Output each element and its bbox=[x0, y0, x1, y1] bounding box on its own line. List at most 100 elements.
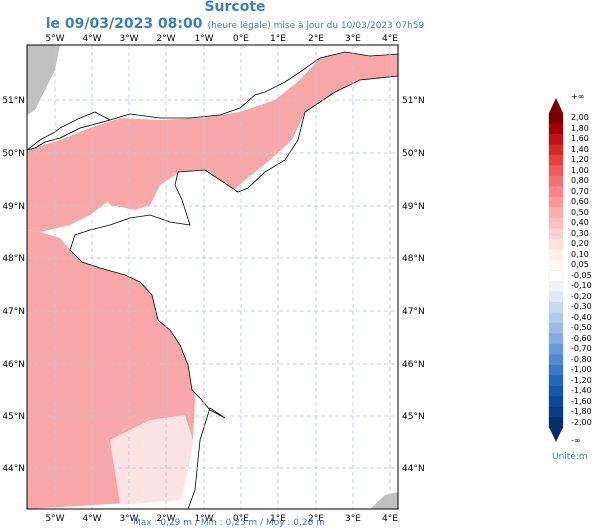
legend-value-label: -0,40 bbox=[571, 312, 592, 322]
legend-value-label: 0,80 bbox=[571, 176, 589, 185]
lat-label-right: 50°N bbox=[402, 149, 425, 159]
lat-label-right: 46°N bbox=[402, 360, 425, 370]
legend-value-label: 0,10 bbox=[571, 249, 589, 259]
legend-value-label: 0,20 bbox=[571, 239, 589, 248]
legend-value-label: -1,20 bbox=[571, 375, 592, 385]
legend-swatch bbox=[548, 270, 564, 282]
lon-label-bottom: 3°W bbox=[119, 514, 138, 524]
lon-label-top: 1°W bbox=[194, 34, 213, 44]
legend-value-label: 0,70 bbox=[571, 186, 589, 196]
lat-label-right: 48°N bbox=[402, 254, 425, 264]
lon-label-bottom: 0°E bbox=[233, 514, 249, 524]
legend-swatch bbox=[548, 322, 564, 334]
legend-value-label: -1,60 bbox=[571, 396, 592, 406]
legend-swatch bbox=[548, 144, 564, 156]
legend-value-label: 0,60 bbox=[571, 197, 589, 206]
lon-label-bottom: 5°W bbox=[45, 514, 64, 524]
legend-bottom-arrow bbox=[549, 427, 563, 442]
lat-label-left: 45°N bbox=[2, 412, 25, 422]
surge-field-atlantic-light bbox=[110, 415, 193, 505]
legend-swatch bbox=[548, 196, 564, 208]
map-frame bbox=[26, 44, 399, 510]
lon-label-bottom: 1°E bbox=[270, 514, 286, 524]
legend-value-label: -1,00 bbox=[571, 365, 592, 374]
legend-swatch bbox=[548, 406, 564, 418]
legend-value-label: -2,00 bbox=[571, 417, 592, 427]
legend-value-label: -0,05 bbox=[571, 270, 592, 280]
lon-label-bottom: 2°W bbox=[156, 514, 175, 524]
lon-label-bottom: 2°E bbox=[308, 514, 324, 524]
lat-label-right: 49°N bbox=[402, 202, 425, 212]
legend-swatch bbox=[548, 280, 564, 292]
legend-swatch bbox=[548, 354, 564, 366]
legend-swatch bbox=[548, 112, 564, 124]
legend-value-label: 1,00 bbox=[571, 165, 589, 175]
legend-value-label: -0,60 bbox=[571, 333, 592, 343]
legend-swatch bbox=[548, 259, 564, 271]
lat-label-left: 44°N bbox=[2, 464, 25, 474]
lon-label-top: 5°W bbox=[45, 34, 64, 44]
lon-label-top: 4°E bbox=[382, 34, 398, 44]
legend-swatch bbox=[548, 312, 564, 324]
chart-subtitle: le 09/03/2023 08:00 (heure légale) mise … bbox=[0, 13, 470, 32]
legend-value-label: 0,50 bbox=[571, 207, 589, 217]
legend-value-label: 1,40 bbox=[571, 144, 589, 154]
legend-swatch bbox=[548, 133, 564, 145]
lon-label-bottom: 3°E bbox=[345, 514, 361, 524]
legend-swatch bbox=[548, 154, 564, 166]
legend-value-label: -1,40 bbox=[571, 386, 592, 395]
lon-label-top: 2°E bbox=[308, 34, 324, 44]
legend-swatch bbox=[548, 343, 564, 355]
land-spain-grey bbox=[370, 492, 398, 509]
legend-swatch bbox=[548, 291, 564, 303]
lat-label-left: 51°N bbox=[2, 96, 25, 106]
lat-label-left: 49°N bbox=[2, 202, 25, 212]
legend-value-label: -0,80 bbox=[571, 354, 592, 364]
legend-value-label: -1,80 bbox=[571, 407, 592, 416]
lon-label-bottom: 1°W bbox=[194, 514, 213, 524]
surge-field-channel bbox=[27, 52, 398, 210]
axis-ticks: 5°W 5°W 4°W 4°W 3°W 3°W 2°W 2°W 1°W 1°W 0°E 0°E 1°E 1… bbox=[2, 34, 424, 524]
legend-swatch bbox=[548, 301, 564, 313]
lat-label-left: 46°N bbox=[2, 360, 25, 370]
legend-swatch bbox=[548, 207, 564, 219]
land-wales-grey bbox=[27, 45, 60, 115]
lat-label-right: 47°N bbox=[402, 307, 425, 317]
lat-label-right: 44°N bbox=[402, 464, 425, 474]
legend-value-label: 0,05 bbox=[571, 260, 589, 269]
legend-swatch bbox=[548, 417, 564, 429]
legend-value-label: 0,30 bbox=[571, 228, 589, 238]
legend-swatch bbox=[548, 186, 564, 198]
legend-swatch bbox=[548, 175, 564, 187]
legend-swatch bbox=[548, 385, 564, 397]
legend-value-label: 1,80 bbox=[571, 123, 589, 133]
legend-swatch bbox=[548, 375, 564, 387]
legend-swatch bbox=[548, 396, 564, 408]
legend-swatch bbox=[548, 228, 564, 240]
lon-label-top: 0°E bbox=[233, 34, 249, 44]
color-legend: +∞ 2,00 1,80 1,60 1,40 1,20 1,00 0,80 0,70 0,60 0… bbox=[538, 90, 598, 470]
legend-value-label: -0,70 bbox=[571, 344, 592, 353]
lon-label-bottom: 4°E bbox=[382, 514, 398, 524]
lat-label-right: 51°N bbox=[402, 96, 425, 106]
lon-label-top: 2°W bbox=[156, 34, 175, 44]
legend-value-label: -0,10 bbox=[571, 281, 592, 290]
legend-top-arrow bbox=[549, 98, 563, 113]
legend-value-label: -0,20 bbox=[571, 291, 592, 301]
land-france bbox=[69, 75, 398, 509]
legend-value-label: 1,60 bbox=[571, 134, 589, 143]
lon-label-top: 4°W bbox=[82, 34, 101, 44]
lon-label-top: 3°E bbox=[345, 34, 361, 44]
legend-value-label: -0,50 bbox=[571, 323, 592, 332]
legend-value-label: -0,30 bbox=[571, 302, 592, 311]
legend-bar bbox=[548, 98, 564, 442]
legend-value-label: 1,20 bbox=[571, 155, 589, 164]
legend-unit: Unité:m bbox=[552, 452, 588, 462]
legend-swatch bbox=[548, 364, 564, 376]
lon-label-bottom: 4°W bbox=[82, 514, 101, 524]
graticule bbox=[27, 45, 398, 509]
update-note: (heure légale) mise à jour du 10/03/2023… bbox=[207, 21, 425, 31]
legend-swatch bbox=[548, 217, 564, 229]
legend-value-label: 0,40 bbox=[571, 218, 589, 227]
